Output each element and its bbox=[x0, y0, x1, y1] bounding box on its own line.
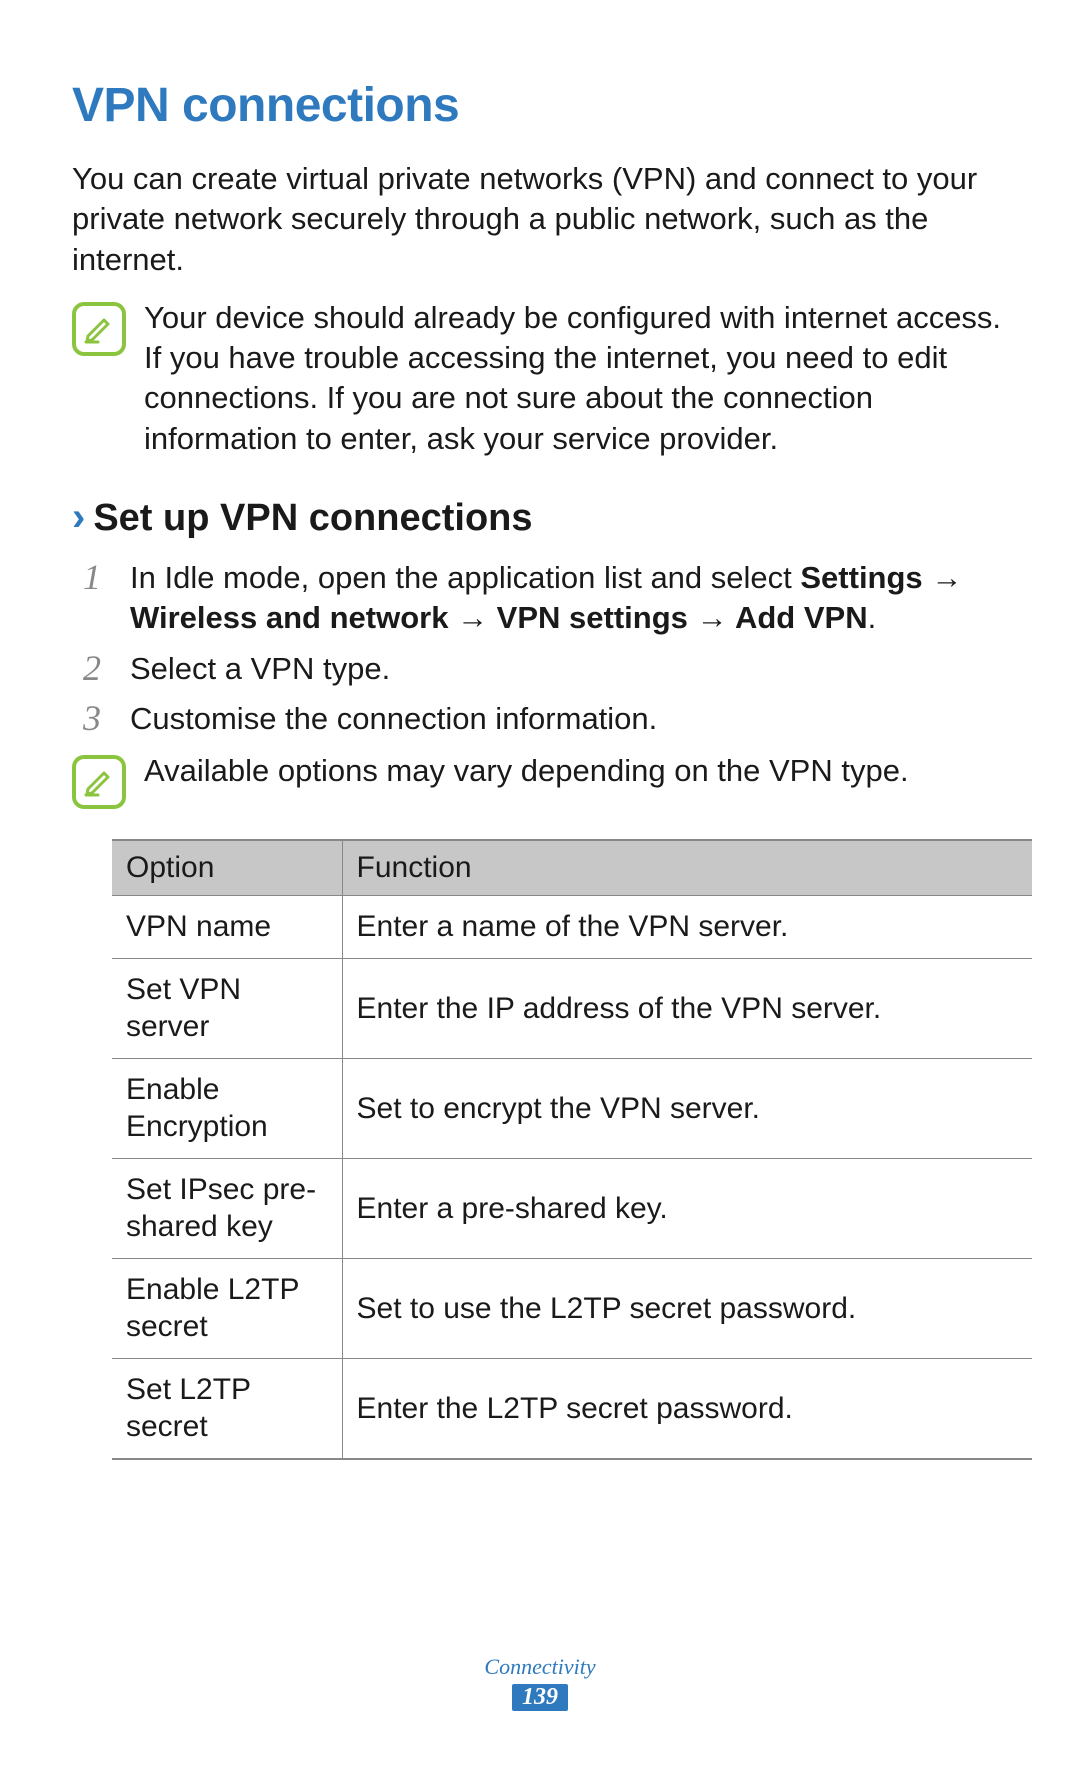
th-function: Function bbox=[342, 840, 1032, 896]
step1-arrow-1: → bbox=[923, 560, 963, 595]
note-text-2: Available options may vary depending on … bbox=[144, 751, 1008, 809]
td-option: Set VPN server bbox=[112, 958, 342, 1058]
step1-bold-wireless: Wireless and network bbox=[130, 600, 448, 635]
options-table: Option Function VPN name Enter a name of… bbox=[112, 839, 1032, 1460]
step1-text-a: In Idle mode, open the application list … bbox=[130, 560, 800, 595]
td-function: Set to encrypt the VPN server. bbox=[342, 1058, 1032, 1158]
td-function: Set to use the L2TP secret password. bbox=[342, 1258, 1032, 1358]
step-number: 3 bbox=[72, 699, 112, 739]
table-row: Set IPsec pre-shared key Enter a pre-sha… bbox=[112, 1158, 1032, 1258]
table-row: Enable L2TP secret Set to use the L2TP s… bbox=[112, 1258, 1032, 1358]
step-number: 2 bbox=[72, 649, 112, 689]
chevron-icon: › bbox=[72, 495, 85, 540]
table-row: VPN name Enter a name of the VPN server. bbox=[112, 896, 1032, 959]
step-2: 2 Select a VPN type. bbox=[72, 649, 1008, 689]
step-body: Select a VPN type. bbox=[130, 649, 1008, 689]
page-footer: Connectivity 139 bbox=[0, 1654, 1080, 1711]
subheading: Set up VPN connections bbox=[93, 497, 532, 540]
note-block-1: Your device should already be configured… bbox=[72, 298, 1008, 459]
step1-bold-vpnsettings: VPN settings bbox=[497, 600, 688, 635]
td-option: Enable L2TP secret bbox=[112, 1258, 342, 1358]
footer-page-number: 139 bbox=[512, 1684, 568, 1711]
table-row: Enable Encryption Set to encrypt the VPN… bbox=[112, 1058, 1032, 1158]
note-icon bbox=[72, 302, 126, 356]
td-option: Set IPsec pre-shared key bbox=[112, 1158, 342, 1258]
step-3: 3 Customise the connection information. bbox=[72, 699, 1008, 739]
td-function: Enter the L2TP secret password. bbox=[342, 1358, 1032, 1459]
step1-period: . bbox=[868, 600, 877, 635]
th-option: Option bbox=[112, 840, 342, 896]
pencil-note-icon bbox=[82, 312, 116, 346]
table-row: Set L2TP secret Enter the L2TP secret pa… bbox=[112, 1358, 1032, 1459]
step1-bold-addvpn: Add VPN bbox=[735, 600, 868, 635]
pencil-note-icon bbox=[82, 765, 116, 799]
td-option: Enable Encryption bbox=[112, 1058, 342, 1158]
note-icon bbox=[72, 755, 126, 809]
steps-list: 1 In Idle mode, open the application lis… bbox=[72, 558, 1008, 739]
step-number: 1 bbox=[72, 558, 112, 639]
step1-bold-settings: Settings bbox=[800, 560, 922, 595]
intro-paragraph: You can create virtual private networks … bbox=[72, 159, 1008, 280]
note-block-2: Available options may vary depending on … bbox=[72, 751, 1008, 809]
subheading-row: › Set up VPN connections bbox=[72, 495, 1008, 540]
document-page: VPN connections You can create virtual p… bbox=[0, 0, 1080, 1771]
page-title: VPN connections bbox=[72, 78, 1008, 133]
step-body: In Idle mode, open the application list … bbox=[130, 558, 1008, 639]
step1-arrow-3: → bbox=[688, 600, 735, 635]
note-text-1: Your device should already be configured… bbox=[144, 298, 1008, 459]
table-row: Set VPN server Enter the IP address of t… bbox=[112, 958, 1032, 1058]
td-function: Enter a name of the VPN server. bbox=[342, 896, 1032, 959]
td-option: Set L2TP secret bbox=[112, 1358, 342, 1459]
footer-section-label: Connectivity bbox=[0, 1654, 1080, 1680]
step-body: Customise the connection information. bbox=[130, 699, 1008, 739]
td-option: VPN name bbox=[112, 896, 342, 959]
td-function: Enter a pre-shared key. bbox=[342, 1158, 1032, 1258]
td-function: Enter the IP address of the VPN server. bbox=[342, 958, 1032, 1058]
table-header-row: Option Function bbox=[112, 840, 1032, 896]
step-1: 1 In Idle mode, open the application lis… bbox=[72, 558, 1008, 639]
step1-arrow-2: → bbox=[448, 600, 496, 635]
